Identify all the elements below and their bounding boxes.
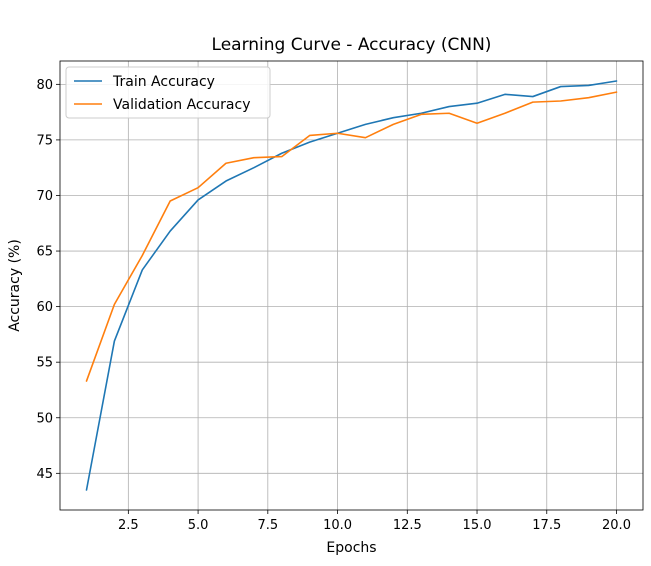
y-tick-label: 50	[36, 411, 53, 426]
y-axis-label: Accuracy (%)	[7, 239, 23, 332]
y-tick-label: 70	[36, 189, 53, 204]
y-tick-label: 80	[36, 78, 53, 93]
x-axis: 2.5 5.0 7.5 10.0 12.5 15.0 17.5 20.0	[118, 510, 631, 533]
x-tick-label: 2.5	[118, 518, 139, 533]
y-tick-label: 55	[36, 356, 53, 371]
series-lines	[85, 80, 618, 491]
x-tick-label: 5.0	[188, 518, 209, 533]
x-tick-label: 12.5	[393, 518, 422, 533]
y-tick-label: 60	[36, 300, 53, 315]
x-tick-label: 10.0	[323, 518, 352, 533]
y-axis: 45 50 55 60 65 70 75 80	[36, 78, 60, 482]
legend-label-validation-accuracy: Validation Accuracy	[113, 97, 251, 113]
legend-box	[65, 66, 271, 119]
series-line-validation-accuracy	[85, 91, 618, 382]
x-tick-label: 17.5	[532, 518, 561, 533]
plot-frame	[59, 60, 644, 511]
x-tick-label: 15.0	[463, 518, 492, 533]
y-tick-label: 45	[36, 467, 53, 482]
y-tick-label: 75	[36, 133, 53, 148]
x-tick-label: 7.5	[257, 518, 278, 533]
grid	[60, 61, 643, 510]
chart-title: Learning Curve - Accuracy (CNN)	[212, 35, 492, 55]
x-tick-label: 20.0	[602, 518, 631, 533]
legend: Train Accuracy Validation Accuracy	[65, 66, 271, 119]
legend-label-train-accuracy: Train Accuracy	[112, 74, 215, 90]
x-axis-label: Epochs	[326, 540, 376, 556]
series-line-train-accuracy	[85, 80, 618, 491]
y-tick-label: 65	[36, 245, 53, 260]
